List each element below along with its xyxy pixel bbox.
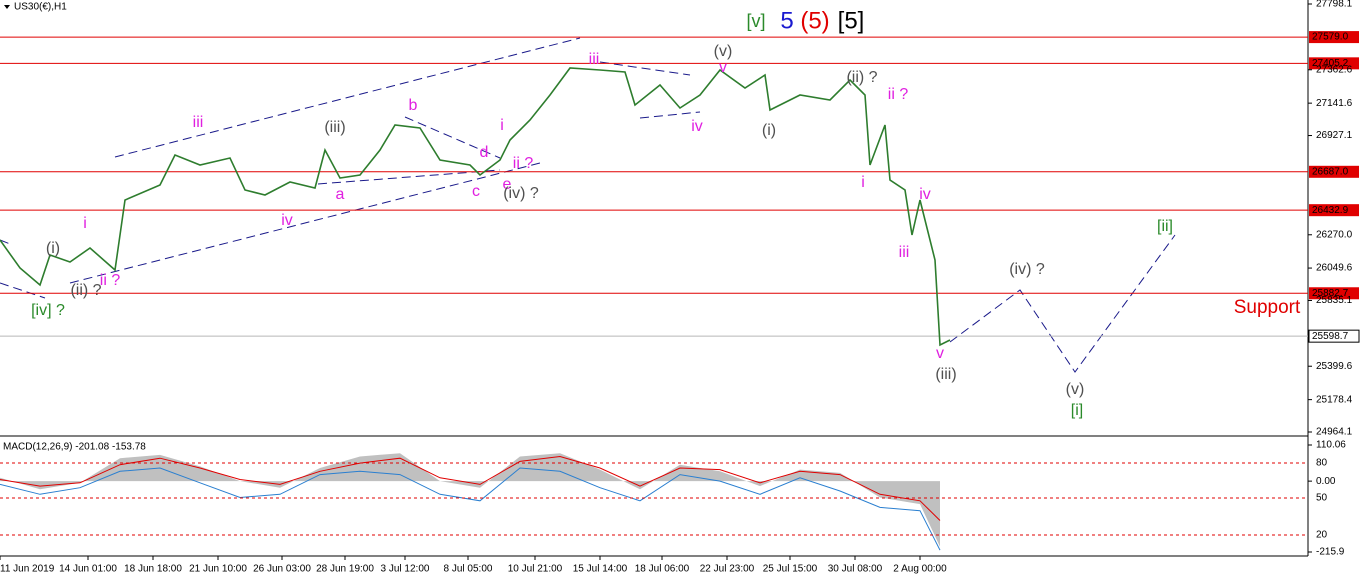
histogram-area <box>0 453 940 547</box>
wave-label: (i) <box>46 240 60 257</box>
wave-label: ii ? <box>513 155 534 172</box>
wave-label: b <box>409 97 418 114</box>
wave-label: d <box>480 144 489 161</box>
wave-label: iv <box>919 186 931 203</box>
x-tick-label: 3 Jul 12:00 <box>381 564 430 575</box>
wave-label: (iii) <box>324 119 345 136</box>
wave-label: (ii) ? <box>846 69 877 86</box>
macd-level-label: 20 <box>1316 530 1328 541</box>
x-tick-label: 14 Jun 01:00 <box>59 564 117 575</box>
x-tick-label: 28 Jun 19:00 <box>316 564 374 575</box>
x-tick-label: 10 Jul 21:00 <box>508 564 563 575</box>
wave-label: (iii) <box>935 366 956 383</box>
x-tick-label: 26 Jun 03:00 <box>253 564 311 575</box>
wave-label: v <box>719 59 727 76</box>
channel-lower <box>69 162 541 284</box>
projection <box>949 234 1176 373</box>
wave-label: iv <box>691 118 703 135</box>
wave-label: ii ? <box>888 86 909 103</box>
macd-level-label: 80 <box>1316 458 1328 469</box>
wave-label: iii <box>899 244 910 261</box>
level-label-box <box>1309 204 1359 217</box>
y-tick-label: 25835.1 <box>1316 295 1353 306</box>
level-label: 26432.9 <box>1312 205 1349 216</box>
y-tick-label: 25399.6 <box>1316 361 1353 372</box>
x-tick-label: 2 Aug 00:00 <box>893 564 947 575</box>
level-label-box <box>1309 57 1359 70</box>
triangle-line <box>639 111 701 119</box>
x-tick-label: 18 Jun 18:00 <box>124 564 182 575</box>
wave-header: [v] <box>746 11 765 31</box>
x-tick-label: 22 Jul 23:00 <box>700 564 755 575</box>
x-tick-label: 8 Jul 05:00 <box>444 564 493 575</box>
level-label: 26687.0 <box>1312 166 1349 177</box>
x-tick-label: 15 Jul 14:00 <box>573 564 628 575</box>
y-tick-label: 24964.1 <box>1316 427 1353 438</box>
trend-line <box>0 282 46 299</box>
wave-label: (v) <box>1066 381 1085 398</box>
macd-level-label: 50 <box>1316 493 1328 504</box>
menu-arrow <box>4 5 10 9</box>
y-tick-label: 26927.1 <box>1316 130 1353 141</box>
trend-lines <box>0 37 1176 373</box>
wave-header: [5] <box>838 7 865 34</box>
wave-label: (v) <box>714 43 733 60</box>
wave-header: (5) <box>800 7 829 34</box>
wave-label: a <box>336 186 345 203</box>
wave-label: e <box>503 176 512 193</box>
triangle-line <box>317 169 501 185</box>
y-tick-label: 27362.6 <box>1316 64 1353 75</box>
y-tick-label: -215.9 <box>1316 547 1345 558</box>
series-line <box>0 67 951 347</box>
wave-label: c <box>472 183 480 200</box>
y-tick-label: 0.00 <box>1316 476 1336 487</box>
wave-label: (iv) ? <box>503 185 539 202</box>
wave-label: (ii) ? <box>70 282 101 299</box>
chart-title: US30(€),H1 <box>14 2 67 13</box>
wave-label: ii ? <box>100 272 121 289</box>
y-tick-label: 26270.0 <box>1316 229 1353 240</box>
support-label: Support <box>1234 297 1301 318</box>
wave-header: 5 <box>780 7 793 34</box>
triangle-line <box>599 61 691 76</box>
y-tick-label: 25178.4 <box>1316 394 1353 405</box>
wave-label: i <box>83 215 87 232</box>
macd-title: MACD(12,26,9) -201.08 -153.78 <box>3 442 146 453</box>
wave-label: [i] <box>1071 402 1083 419</box>
level-label: 25598.7 <box>1312 331 1349 342</box>
x-tick-label: 11 Jun 2019 <box>0 564 55 575</box>
wave-label: [iv] ? <box>31 302 65 319</box>
wave-label: iii <box>589 51 600 68</box>
wave-label: (i) <box>762 122 776 139</box>
level-label: 27579.0 <box>1312 32 1349 43</box>
triangle-line <box>404 116 501 159</box>
level-label-box <box>1309 165 1359 178</box>
wave-label: iv <box>281 212 293 229</box>
level-label-box <box>1309 31 1359 44</box>
y-tick-label: 27798.1 <box>1316 0 1353 10</box>
level-label: 25882.7 <box>1312 288 1349 299</box>
x-tick-label: 18 Jul 06:00 <box>635 564 690 575</box>
level-label-box <box>1308 329 1360 343</box>
wave-label: i <box>500 117 504 134</box>
x-tick-label: 25 Jul 15:00 <box>763 564 818 575</box>
series-line <box>0 467 941 551</box>
wave-label: (iv) ? <box>1009 261 1045 278</box>
level-label-box <box>1309 287 1359 300</box>
x-tick-label: 21 Jun 10:00 <box>189 564 247 575</box>
level-label: 27405.2 <box>1312 58 1349 69</box>
wave-label: i <box>861 174 865 191</box>
y-tick-label: 27141.6 <box>1316 98 1353 109</box>
wave-label: v <box>936 345 944 362</box>
x-tick-label: 30 Jul 08:00 <box>828 564 883 575</box>
y-tick-label: 110.06 <box>1316 440 1346 451</box>
trend-line <box>0 239 11 245</box>
wave-label: iii <box>193 114 204 131</box>
series-line <box>0 455 941 521</box>
wave-label: [ii] <box>1157 218 1173 235</box>
channel-upper <box>114 37 581 158</box>
y-tick-label: 26049.6 <box>1316 263 1353 274</box>
